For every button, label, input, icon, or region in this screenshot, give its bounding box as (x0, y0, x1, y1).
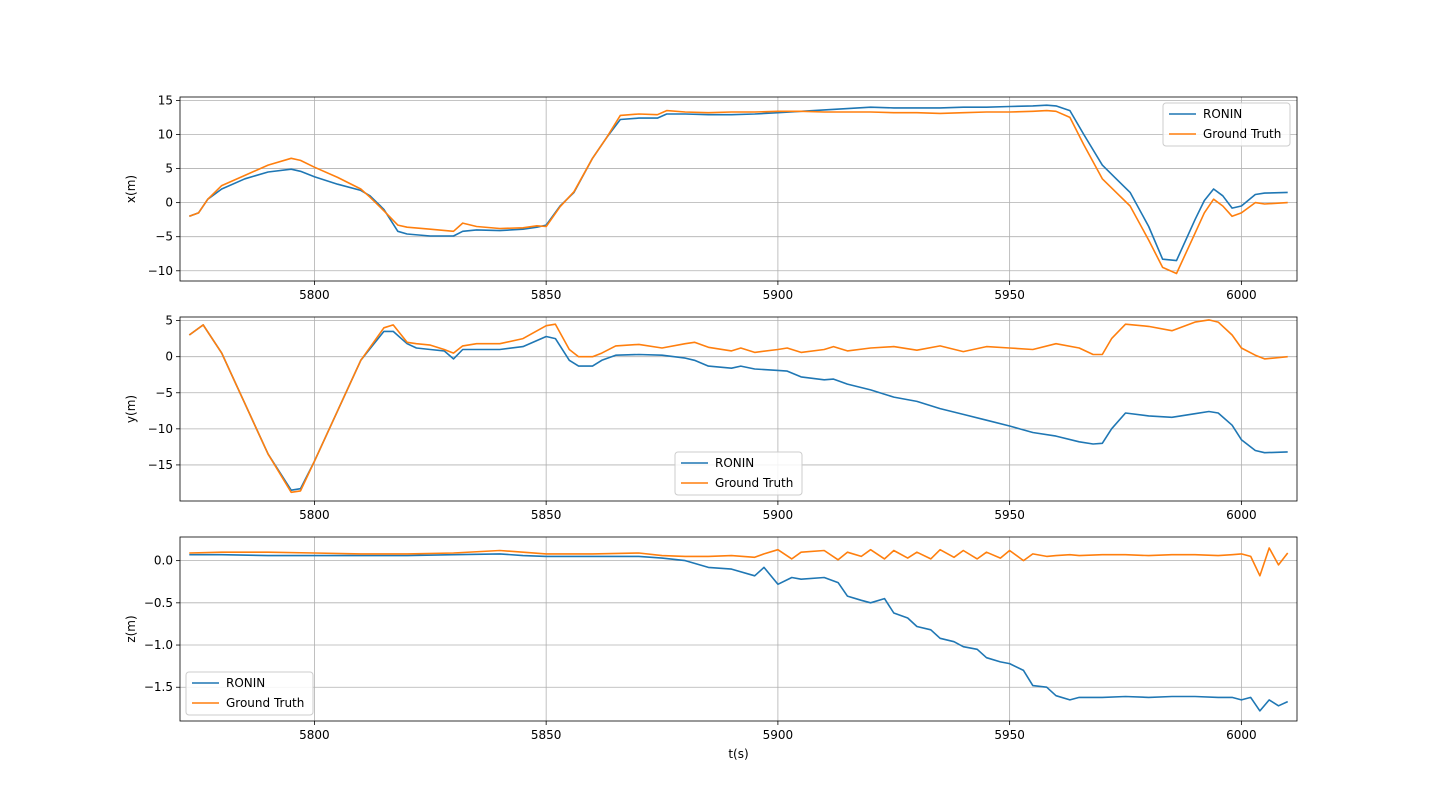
legend-entry: RONIN (1203, 107, 1242, 121)
y-tick-label: 10 (158, 127, 173, 141)
y-tick-label: −0.5 (144, 596, 173, 610)
y-tick-label: 0 (165, 196, 173, 210)
x-tick-label: 5800 (299, 728, 330, 742)
y-tick-label: −1.5 (144, 680, 173, 694)
x-tick-label: 5900 (763, 508, 794, 522)
x-tick-label: 5850 (531, 728, 562, 742)
subplot-3: 5800 5850 5900 5950 6000 −1.5 −1.0 −0.5 0.0 z(m) t… (124, 536, 1298, 761)
y-tick-label: 0.0 (154, 554, 173, 568)
x-tick-label: 5850 (531, 508, 562, 522)
y-tick-label: −1.0 (144, 638, 173, 652)
y-tick-label: −15 (148, 458, 173, 472)
x-tick-label: 5900 (763, 728, 794, 742)
y-axis-label: y(m) (124, 395, 138, 423)
x-axis-label: t(s) (728, 747, 748, 761)
legend-entry: Ground Truth (226, 696, 304, 710)
y-axis-label: x(m) (124, 175, 138, 203)
x-tick-label: 6000 (1226, 508, 1257, 522)
y-tick-label: −5 (155, 386, 173, 400)
y-tick-label: 0 (165, 350, 173, 364)
y-tick-label: 5 (165, 162, 173, 176)
x-tick-label: 5900 (763, 288, 794, 302)
series-line-ground-truth (188, 319, 1288, 494)
axes-frame (179, 96, 1298, 282)
series-line-ronin (189, 553, 1289, 712)
series-line-ground-truth (189, 109, 1288, 275)
x-tick-label: 5950 (994, 288, 1025, 302)
x-tick-label: 5950 (994, 508, 1025, 522)
subplot-2: 5800 5850 5900 5950 6000 −15 −10 −5 0 5 y(m) RONIN G… (124, 314, 1298, 522)
y-axis-label: z(m) (124, 615, 138, 642)
y-tick-label: −5 (155, 230, 173, 244)
legend-entry: RONIN (715, 456, 754, 470)
legend-entry: Ground Truth (715, 476, 793, 490)
y-tick-label: −10 (148, 264, 173, 278)
x-tick-label: 5950 (994, 728, 1025, 742)
legend: RONIN Ground Truth (674, 451, 803, 496)
y-tick-label: −10 (148, 422, 173, 436)
y-tick-label: 15 (158, 93, 173, 107)
legend-entry: RONIN (226, 676, 265, 690)
axes-frame (179, 536, 1298, 722)
legend-entry: Ground Truth (1203, 127, 1281, 141)
axes-frame (179, 316, 1298, 502)
legend: RONIN Ground Truth (1162, 102, 1291, 147)
series-line-ground-truth (189, 547, 1289, 577)
y-tick-label: 5 (165, 314, 173, 328)
x-tick-label: 5800 (299, 288, 330, 302)
x-tick-label: 6000 (1226, 728, 1257, 742)
x-tick-label: 5850 (531, 288, 562, 302)
x-tick-label: 6000 (1226, 288, 1257, 302)
subplots: 5800 5850 5900 5950 6000 −10 −5 0 5 10 15 x(m) RONIN… (124, 93, 1298, 761)
x-tick-label: 5800 (299, 508, 330, 522)
subplot-1: 5800 5850 5900 5950 6000 −10 −5 0 5 10 15 x(m) RONIN… (124, 93, 1298, 302)
legend: RONIN Ground Truth (185, 671, 314, 716)
series-line-ronin (188, 324, 1288, 492)
